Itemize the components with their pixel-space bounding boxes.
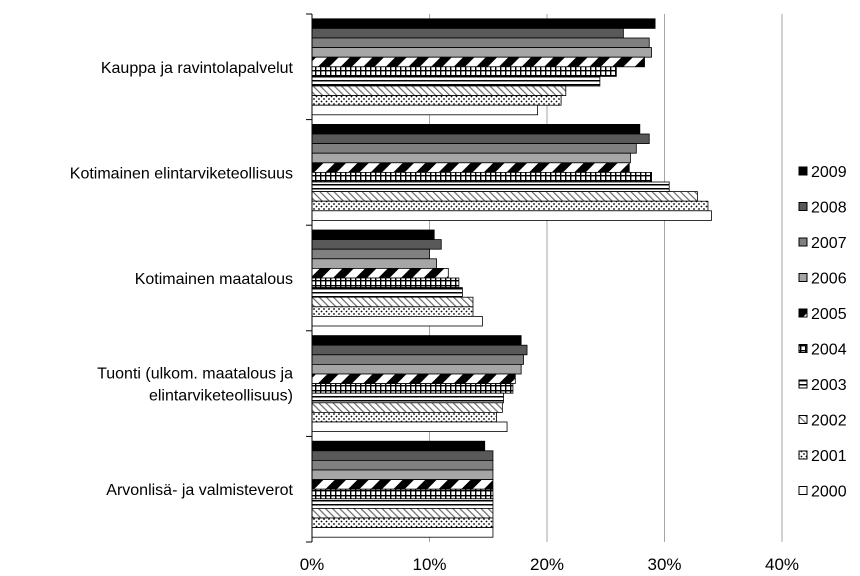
bar-2008-cat-1 [311, 133, 650, 145]
bar-2004-cat-2 [311, 277, 460, 289]
bar-2001-cat-4 [311, 517, 494, 529]
bar-2009-cat-1 [311, 124, 641, 135]
bar-2002-cat-2 [311, 296, 474, 308]
legend-label-2008: 2008 [811, 200, 847, 217]
x-tick-label: 0% [300, 555, 325, 574]
bar-2006-cat-2 [311, 258, 437, 269]
legend-swatch-2003 [798, 379, 808, 389]
bar-2005-cat-1 [311, 162, 630, 173]
legend-swatch-2000 [798, 486, 808, 495]
bar-2007-cat-3 [311, 354, 524, 365]
bar-2001-cat-0 [311, 95, 562, 106]
x-tick-label: 20% [530, 555, 564, 574]
legend-swatch-2008 [798, 202, 808, 211]
bar-2004-cat-0 [311, 66, 617, 77]
legend-label-2004: 2004 [811, 342, 847, 359]
category-labels: Kauppa ja ravintolapalvelut Kotimainen el… [70, 60, 294, 499]
bar-2003-cat-0 [311, 76, 601, 87]
legend-swatch-2006 [798, 273, 808, 282]
x-tick-label: 40% [765, 555, 799, 574]
legend-label-2009: 2009 [811, 164, 847, 181]
bar-2004-cat-1 [311, 171, 652, 183]
bar-2009-cat-4 [311, 440, 486, 452]
bar-2002-cat-4 [311, 507, 494, 519]
bar-2000-cat-1 [311, 210, 712, 221]
bar-2005-cat-4 [311, 479, 494, 490]
legend-swatch-2009 [798, 166, 808, 176]
bar-2008-cat-2 [311, 239, 442, 250]
bar-2006-cat-1 [311, 152, 631, 164]
bar-2001-cat-1 [311, 200, 709, 212]
legend-label-2006: 2006 [811, 271, 847, 288]
category-label: Kotimainen maatalous [135, 271, 293, 288]
bars [311, 18, 712, 538]
bar-2002-cat-0 [311, 85, 567, 97]
legend-swatch-2002 [798, 415, 808, 424]
bar-2009-cat-3 [311, 335, 522, 346]
category-label: Arvonlisä- ja valmisteverot [106, 482, 293, 499]
category-label: Kotimainen elintarviketeollisuus [70, 165, 293, 182]
bar-2006-cat-3 [311, 363, 522, 375]
bar-2003-cat-4 [311, 498, 494, 509]
bar-2005-cat-2 [311, 267, 449, 279]
x-tick-label: 10% [412, 555, 446, 574]
bar-2008-cat-0 [311, 27, 624, 39]
bar-2001-cat-3 [311, 411, 497, 423]
legend-swatch-2004 [798, 344, 808, 353]
category-label: Tuonti (ulkom. maatalous ja elintarvikete… [97, 366, 293, 405]
bar-2006-cat-4 [311, 469, 494, 481]
bar-2007-cat-4 [311, 459, 494, 471]
legend-label-2000: 2000 [811, 484, 847, 501]
bar-2004-cat-4 [311, 488, 494, 500]
bar-2008-cat-4 [311, 450, 494, 461]
bar-2002-cat-3 [311, 402, 503, 413]
bar-2000-cat-2 [311, 315, 483, 327]
bar-2005-cat-0 [311, 56, 645, 68]
axes [306, 13, 313, 543]
legend-label-2005: 2005 [811, 306, 847, 323]
bar-2009-cat-0 [311, 18, 656, 29]
legend-label-2002: 2002 [811, 413, 847, 430]
bar-2005-cat-3 [311, 373, 516, 385]
bar-2007-cat-2 [311, 248, 430, 260]
bar-2009-cat-2 [311, 229, 435, 241]
bar-2003-cat-3 [311, 392, 504, 404]
legend-swatch-2007 [798, 237, 808, 247]
bar-2000-cat-4 [311, 527, 494, 538]
bar-2003-cat-2 [311, 287, 463, 298]
legend-label-2007: 2007 [811, 235, 847, 252]
bar-2004-cat-3 [311, 383, 514, 394]
legend-swatch-2001 [798, 450, 808, 460]
x-tick-labels: 0% 10% 20% 30% 40% [300, 555, 799, 574]
category-label: Kauppa ja ravintolapalvelut [101, 60, 294, 77]
bar-2000-cat-0 [311, 104, 539, 116]
bar-2002-cat-1 [311, 191, 698, 202]
legend: 2009 2008 2007 2006 2005 2004 2003 2002 2001 2000 [798, 164, 847, 501]
bar-2003-cat-1 [311, 181, 670, 193]
legend-label-2003: 2003 [811, 377, 847, 394]
bar-2000-cat-3 [311, 421, 508, 433]
legend-swatch-2005 [798, 308, 808, 318]
bar-2007-cat-1 [311, 143, 637, 154]
bar-2001-cat-2 [311, 306, 474, 317]
legend-label-2001: 2001 [811, 448, 847, 465]
bar-2008-cat-3 [311, 344, 528, 356]
bar-2006-cat-0 [311, 47, 652, 58]
bar-2007-cat-0 [311, 37, 650, 49]
x-tick-label: 30% [647, 555, 681, 574]
